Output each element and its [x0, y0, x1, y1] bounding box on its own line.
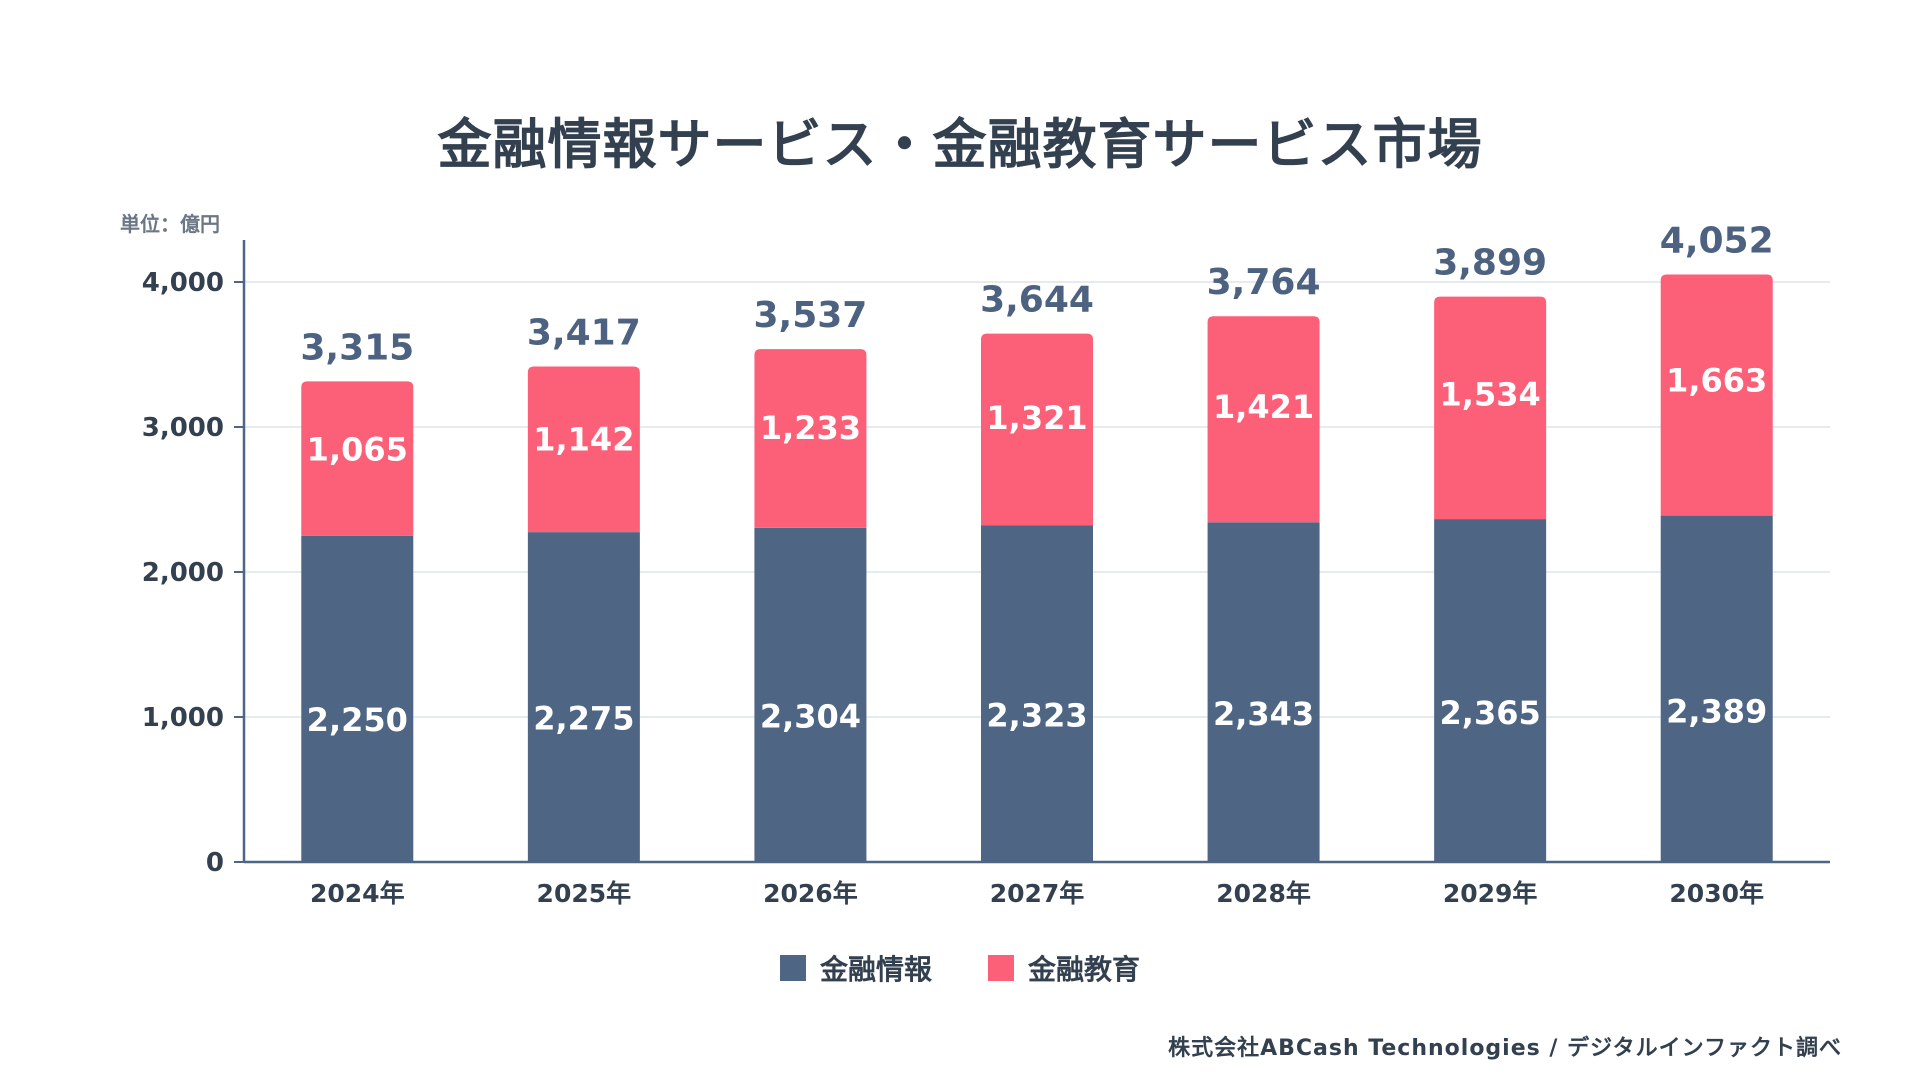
bar-value-label: 2,250: [307, 701, 408, 739]
bar-segment-info: [301, 535, 414, 862]
bar-value-label: 2,343: [1213, 695, 1314, 733]
bar-value-label: 2,323: [986, 696, 1087, 734]
y-tick-label: 0: [206, 848, 224, 878]
x-tick-label: 2028年: [1216, 879, 1311, 908]
x-tick-label: 2025年: [537, 879, 632, 908]
bar-segment-education: [981, 333, 1093, 526]
bar-value-label: 1,065: [307, 430, 408, 468]
unit-label: 単位：億円: [120, 212, 220, 236]
legend-label-education: 金融教育: [1028, 953, 1141, 986]
bar-segment-education: [1434, 296, 1547, 520]
legend-swatch-education: [988, 955, 1014, 981]
bar-segment-education: [1207, 316, 1320, 523]
bar-total-label: 3,315: [300, 327, 414, 368]
legend-label-info: 金融情報: [819, 953, 932, 986]
bar-value-label: 1,534: [1440, 376, 1541, 414]
legend-swatch-info: [779, 955, 806, 981]
bar-segment-info: [1434, 519, 1547, 862]
bar-segment-education: [754, 349, 867, 528]
source-note: 株式会社ABCash Technologies / デジタルインファクト調べ: [1168, 1036, 1842, 1061]
bar-total-label: 3,644: [980, 280, 1094, 321]
bar-segment-info: [754, 527, 867, 862]
x-tick-label: 2029年: [1443, 879, 1538, 908]
x-tick-label: 2027年: [990, 879, 1085, 908]
bar-value-label: 2,304: [760, 698, 861, 736]
legend: 金融情報 金融教育: [0, 948, 1920, 988]
y-tick-label: 3,000: [142, 413, 224, 443]
bar-value-label: 1,142: [533, 420, 634, 458]
bar-value-label: 2,275: [533, 700, 634, 738]
bar-total-label: 3,899: [1433, 243, 1547, 284]
bar-total-label: 4,052: [1660, 220, 1774, 261]
bar-segment-info: [527, 532, 640, 862]
x-tick-label: 2024年: [310, 879, 405, 908]
legend-item-info: 金融情報: [779, 948, 932, 988]
bar-value-label: 1,421: [1213, 388, 1314, 426]
bar-total-label: 3,417: [527, 313, 641, 354]
bar-segment-education: [301, 381, 414, 536]
y-tick-label: 2,000: [142, 558, 224, 588]
bar-segment-info: [1207, 522, 1320, 862]
chart-title: 金融情報サービス・金融教育サービス市場: [437, 113, 1483, 176]
legend-item-education: 金融教育: [988, 948, 1140, 988]
bar-total-label: 3,764: [1207, 262, 1321, 303]
y-tick-label: 1,000: [142, 703, 224, 733]
bar-segment-info: [981, 525, 1093, 862]
y-tick-label: 4,000: [142, 268, 224, 298]
bar-segment-info: [1660, 515, 1773, 862]
bar-value-label: 2,365: [1440, 694, 1541, 732]
bar-value-label: 1,321: [986, 399, 1087, 437]
bar-segment-education: [1660, 274, 1773, 516]
bar-total-label: 3,537: [753, 295, 867, 336]
x-tick-label: 2026年: [763, 879, 858, 908]
bar-segment-education: [527, 366, 640, 533]
x-tick-label: 2030年: [1669, 879, 1764, 908]
bar-value-label: 1,663: [1666, 362, 1767, 400]
bar-value-label: 2,389: [1666, 692, 1767, 730]
bar-value-label: 1,233: [760, 409, 861, 447]
